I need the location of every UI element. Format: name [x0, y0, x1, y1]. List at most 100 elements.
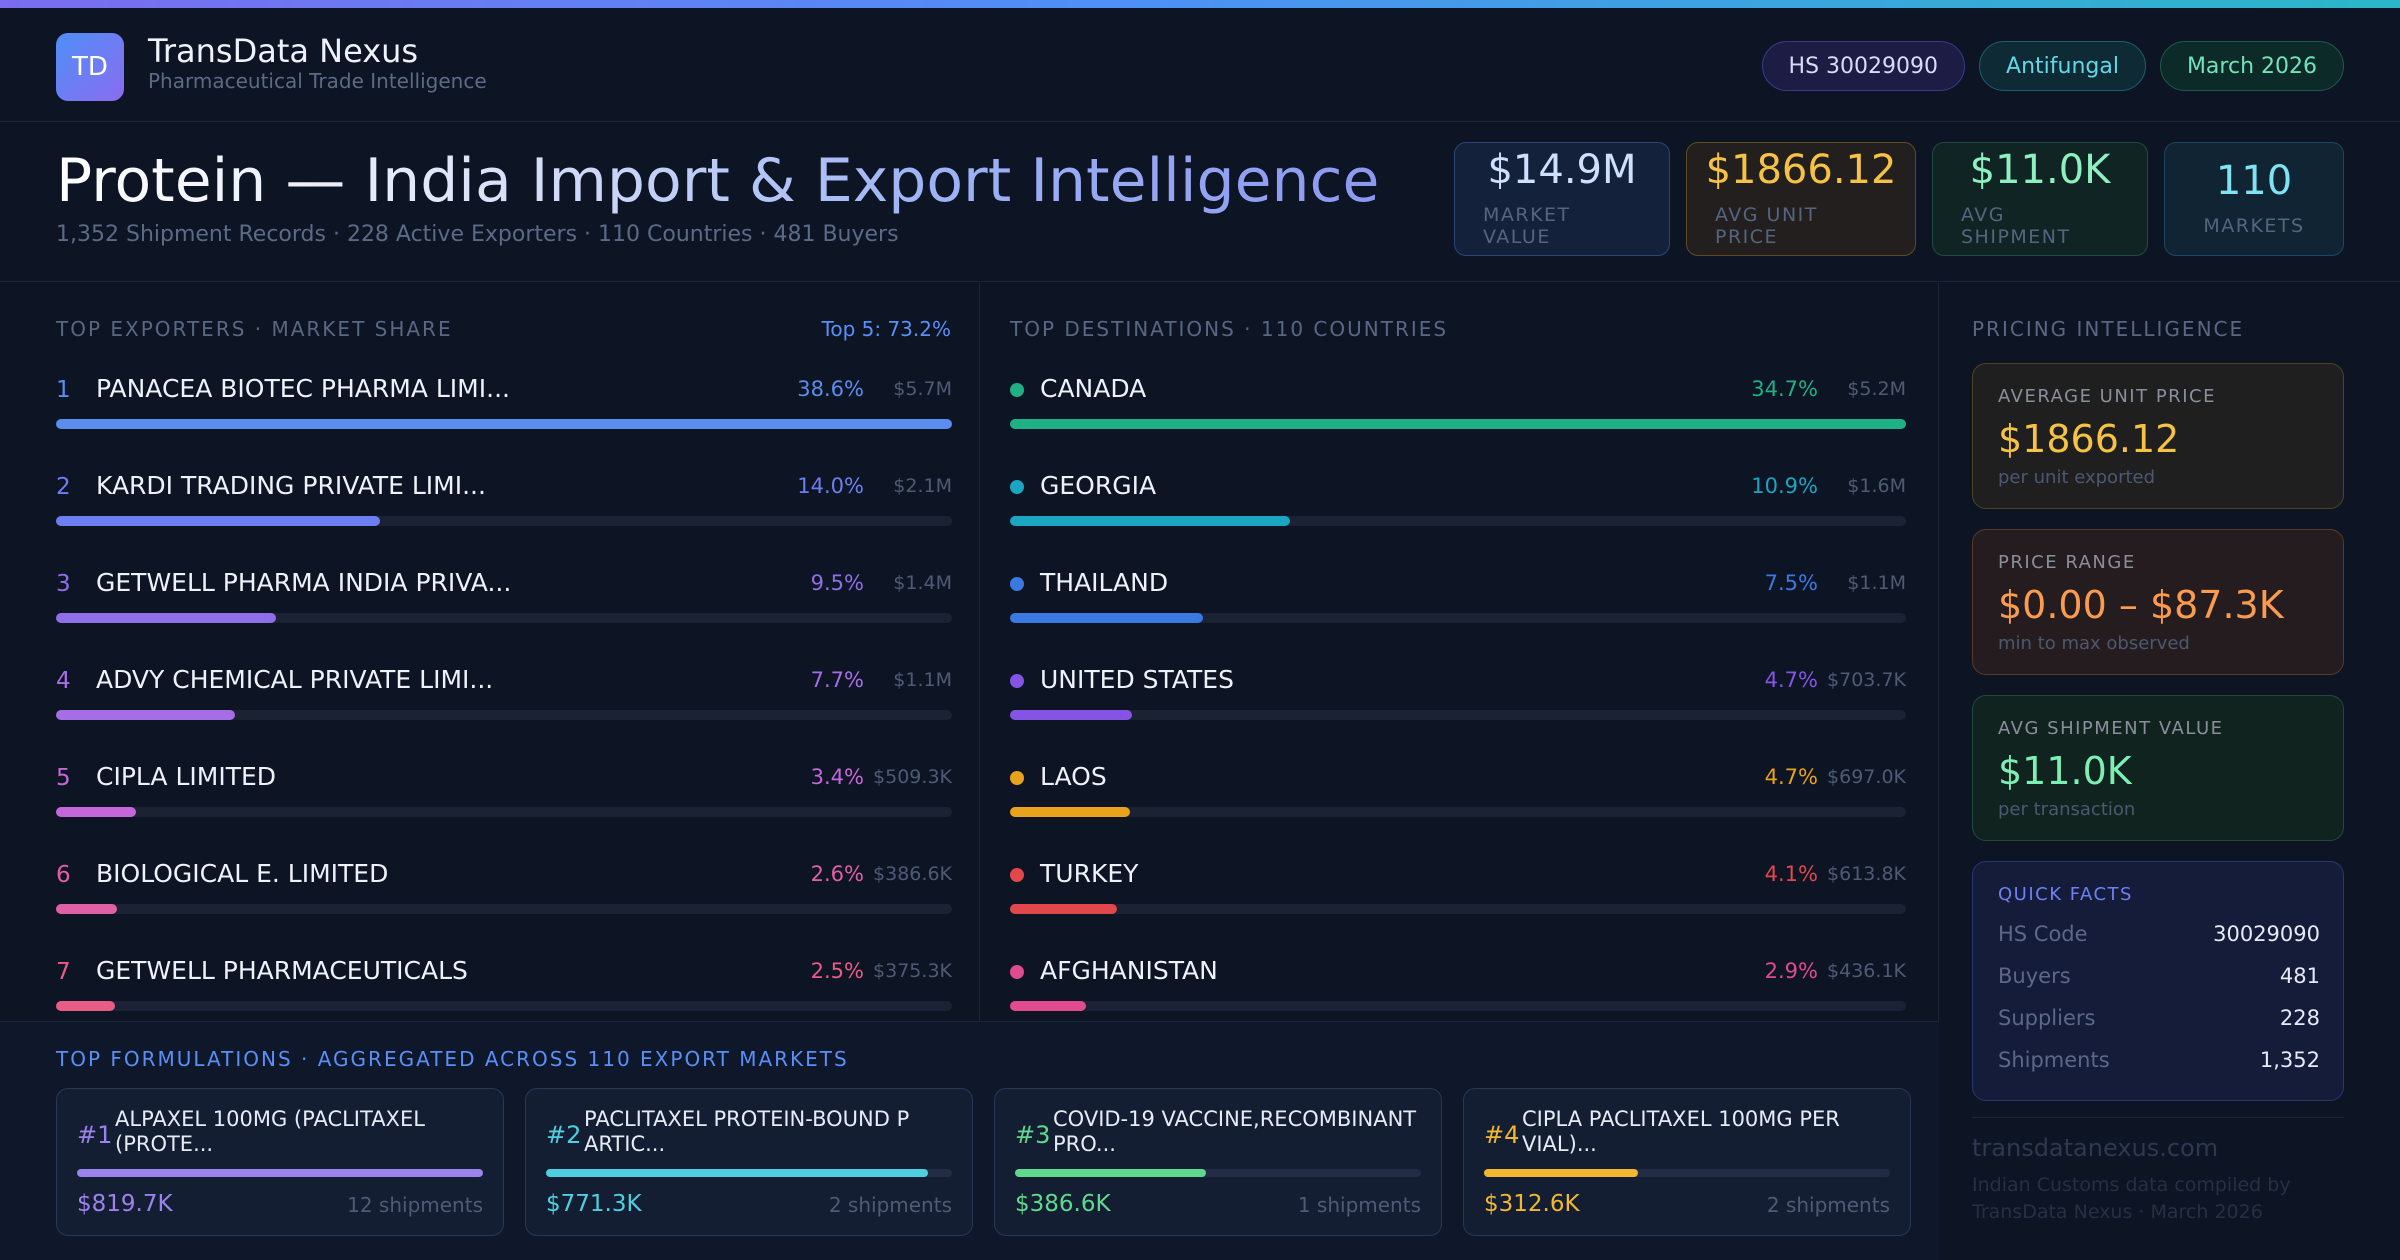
formulation-shipments: 12 shipments [347, 1193, 483, 1217]
brand-tagline: Pharmaceutical Trade Intelligence [148, 69, 487, 93]
card-label: PRICE RANGE [1998, 552, 2136, 573]
chip-hs-code[interactable]: HS 30029090 [1761, 41, 1966, 91]
kpi-value: $14.9M [1487, 147, 1637, 193]
share-bar-fill [56, 710, 235, 720]
country-amount: $5.2M [1847, 378, 1906, 400]
country-amount: $1.6M [1847, 475, 1906, 497]
country-name: THAILAND [1040, 568, 1169, 597]
exporter-row[interactable]: 3 GETWELL PHARMA INDIA PRIVA... 9.5% $1.4M [56, 563, 952, 623]
destination-row[interactable]: TURKEY 4.1% $613.8K [1010, 854, 1906, 914]
pricing-title: PRICING INTELLIGENCE [1972, 317, 2245, 341]
destination-row[interactable]: LAOS 4.7% $697.0K [1010, 757, 1906, 817]
share-bar-track [1010, 1001, 1906, 1011]
share-bar-fill [1010, 807, 1130, 817]
share-bar-fill [1010, 613, 1203, 623]
destination-row[interactable]: UNITED STATES 4.7% $703.7K [1010, 660, 1906, 720]
country-share-pct: 4.7% [1764, 668, 1818, 692]
exporter-row[interactable]: 6 BIOLOGICAL E. LIMITED 2.6% $386.6K [56, 854, 952, 914]
share-bar-track [56, 516, 952, 526]
kpi-label: AVG SHIPMENT [1961, 204, 2071, 248]
avg-unit-price-card: AVERAGE UNIT PRICE $1866.12 per unit exp… [1972, 363, 2344, 509]
card-value: $1866.12 [1998, 417, 2180, 461]
value-bar-track [1015, 1169, 1421, 1177]
fact-row: Suppliers 228 [1998, 1006, 2320, 1036]
exporter-rank: 1 [56, 377, 71, 403]
formulation-rank: #4 [1484, 1121, 1520, 1149]
destination-row[interactable]: THAILAND 7.5% $1.1M [1010, 563, 1906, 623]
country-dot [1010, 771, 1024, 785]
value-bar-fill [1484, 1169, 1638, 1177]
chip-category[interactable]: Antifungal [1979, 41, 2146, 91]
share-bar-track [1010, 419, 1906, 429]
value-bar-fill [546, 1169, 928, 1177]
title-band: Protein — India Import & Export Intellig… [0, 122, 2400, 282]
accent-strip [0, 0, 2400, 8]
kpi-label: MARKET VALUE [1483, 204, 1571, 248]
formulation-name: ALPAXEL 100MG (PACLITAXEL (PROTE... [115, 1107, 425, 1156]
exporter-amount: $386.6K [873, 863, 952, 885]
formulation-card[interactable]: #4 CIPLA PACLITAXEL 100MG PER VIAL)... $31… [1463, 1088, 1911, 1236]
quick-facts-card: QUICK FACTS HS Code 30029090 Buyers 481 … [1972, 861, 2344, 1101]
kpi-value: $11.0K [1969, 147, 2111, 193]
exporter-share-pct: 3.4% [810, 765, 864, 789]
logo: TD [56, 33, 124, 101]
fact-value: 228 [2279, 1006, 2320, 1030]
country-dot [1010, 965, 1024, 979]
chip-period[interactable]: March 2026 [2159, 41, 2344, 91]
country-dot [1010, 480, 1024, 494]
fact-value: 30029090 [2213, 922, 2320, 946]
exporter-row[interactable]: 2 KARDI TRADING PRIVATE LIMI... 14.0% $2.1M [56, 466, 952, 526]
share-bar-track [1010, 710, 1906, 720]
destination-row[interactable]: AFGHANISTAN 2.9% $436.1K [1010, 951, 1906, 1011]
country-name: CANADA [1040, 374, 1147, 403]
site-url[interactable]: transdatanexus.com [1972, 1134, 2219, 1162]
fact-value: 1,352 [2259, 1048, 2320, 1072]
exporter-row[interactable]: 5 CIPLA LIMITED 3.4% $509.3K [56, 757, 952, 817]
share-bar-fill [1010, 1001, 1086, 1011]
exporter-share-pct: 7.7% [810, 668, 864, 692]
exporter-row[interactable]: 7 GETWELL PHARMACEUTICALS 2.5% $375.3K [56, 951, 952, 1011]
country-dot [1010, 383, 1024, 397]
exporter-row[interactable]: 4 ADVY CHEMICAL PRIVATE LIMI... 7.7% $1.1M [56, 660, 952, 720]
country-amount: $436.1K [1827, 960, 1906, 982]
exporter-amount: $375.3K [873, 960, 952, 982]
kpi-avg-unit-price: $1866.12 AVG UNIT PRICE [1686, 142, 1916, 256]
exporter-amount: $509.3K [873, 766, 952, 788]
destinations-panel: TOP DESTINATIONS · 110 COUNTRIES CANADA 3… [981, 283, 1939, 1021]
country-name: GEORGIA [1040, 471, 1157, 500]
formulation-card[interactable]: #3 COVID-19 VACCINE,RECOMBINANT PRO... $38… [994, 1088, 1442, 1236]
destination-row[interactable]: CANADA 34.7% $5.2M [1010, 369, 1906, 429]
destination-row[interactable]: GEORGIA 10.9% $1.6M [1010, 466, 1906, 526]
card-label: AVG SHIPMENT VALUE [1998, 718, 2224, 739]
formulation-name: COVID-19 VACCINE,RECOMBINANT PRO... [1053, 1107, 1417, 1156]
share-bar-fill [56, 419, 952, 429]
top5-share: Top 5: 73.2% [821, 317, 951, 341]
country-amount: $703.7K [1827, 669, 1906, 691]
exporter-amount: $1.4M [893, 572, 952, 594]
exporter-row[interactable]: 1 PANACEA BIOTEC PHARMA LIMI... 38.6% $5.7M [56, 369, 952, 429]
data-credit: Indian Customs data compiled by TransDat… [1972, 1174, 2291, 1223]
share-bar-fill [56, 613, 276, 623]
country-name: AFGHANISTAN [1040, 956, 1218, 985]
share-bar-track [56, 710, 952, 720]
formulation-card[interactable]: #1 ALPAXEL 100MG (PACLITAXEL (PROTE... $81… [56, 1088, 504, 1236]
formulation-shipments: 1 shipments [1297, 1193, 1421, 1217]
kpi-value: 110 [2215, 158, 2293, 204]
kpi-market-value: $14.9M MARKET VALUE [1454, 142, 1670, 256]
country-share-pct: 34.7% [1751, 377, 1818, 401]
formulations-panel: TOP FORMULATIONS · AGGREGATED ACROSS 110… [0, 1021, 1939, 1260]
country-share-pct: 4.7% [1764, 765, 1818, 789]
country-name: LAOS [1040, 762, 1107, 791]
exporter-name: KARDI TRADING PRIVATE LIMI... [96, 471, 486, 500]
formulation-shipments: 2 shipments [1766, 1193, 1890, 1217]
exporter-amount: $2.1M [893, 475, 952, 497]
formulation-card[interactable]: #2 PACLITAXEL PROTEIN-BOUND P ARTIC... $77… [525, 1088, 973, 1236]
country-share-pct: 2.9% [1764, 959, 1818, 983]
brand-name: TransData Nexus [148, 32, 419, 70]
country-name: UNITED STATES [1040, 665, 1234, 694]
kpi-label: AVG UNIT PRICE [1715, 204, 1818, 248]
share-bar-track [56, 807, 952, 817]
exporter-rank: 2 [56, 474, 71, 500]
value-bar-fill [1015, 1169, 1206, 1177]
formulation-rank: #2 [546, 1121, 582, 1149]
